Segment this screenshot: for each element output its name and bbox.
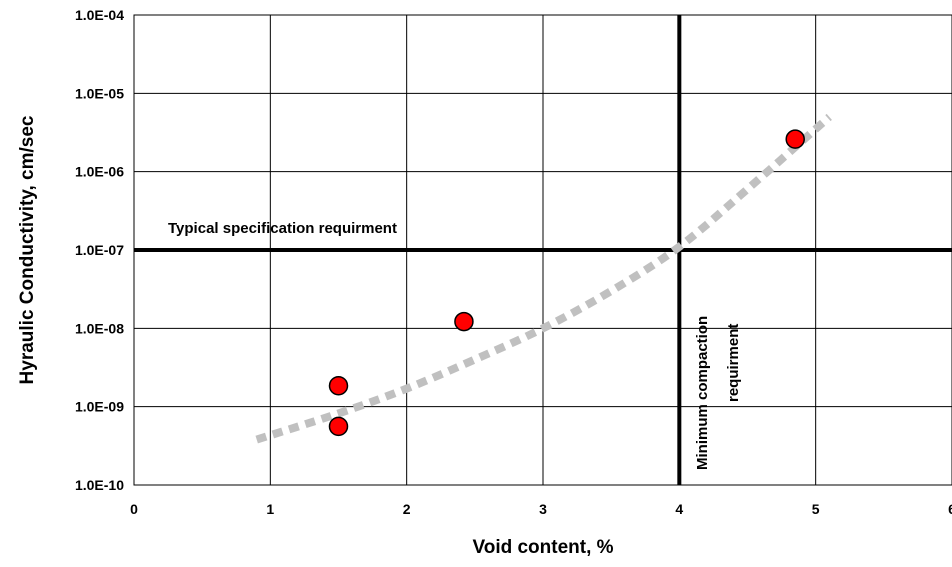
x-tick-label: 6 [948, 501, 952, 517]
x-tick-label: 5 [812, 501, 820, 517]
plot-border [133, 14, 952, 486]
y-tick-label: 1.0E-07 [75, 242, 124, 258]
y-tick-label: 1.0E-04 [75, 7, 124, 23]
x-tick-label: 4 [675, 501, 683, 517]
trendline [255, 113, 832, 444]
data-point [454, 311, 474, 332]
data-point [328, 416, 349, 437]
compaction-requirement-label-line2: requirment [725, 324, 742, 402]
spec-requirement-label: Typical specification requirment [168, 220, 397, 237]
x-tick-labels: 0 1 2 3 4 5 6 [130, 501, 952, 517]
data-point [328, 375, 349, 396]
x-tick-label: 0 [130, 501, 138, 517]
y-tick-label: 1.0E-06 [75, 164, 124, 180]
x-tick-label: 2 [403, 501, 411, 517]
trendline-path [255, 113, 832, 444]
y-tick-labels: 1.0E-10 1.0E-09 1.0E-08 1.0E-07 1.0E-06 1.0E-… [75, 7, 124, 493]
y-tick-label: 1.0E-10 [75, 477, 124, 493]
data-point [785, 129, 805, 149]
data-points [328, 129, 805, 437]
x-tick-label: 3 [539, 501, 547, 517]
y-tick-label: 1.0E-05 [75, 85, 124, 101]
y-tick-label: 1.0E-09 [75, 399, 124, 415]
x-axis-title: Void content, % [472, 537, 613, 558]
y-tick-label: 1.0E-08 [75, 320, 124, 336]
compaction-requirement-label-line1: Minimum compaction [694, 316, 711, 470]
x-tick-label: 1 [266, 501, 274, 517]
y-axis-title: Hyraulic Conductivity, cm/sec [17, 115, 38, 384]
